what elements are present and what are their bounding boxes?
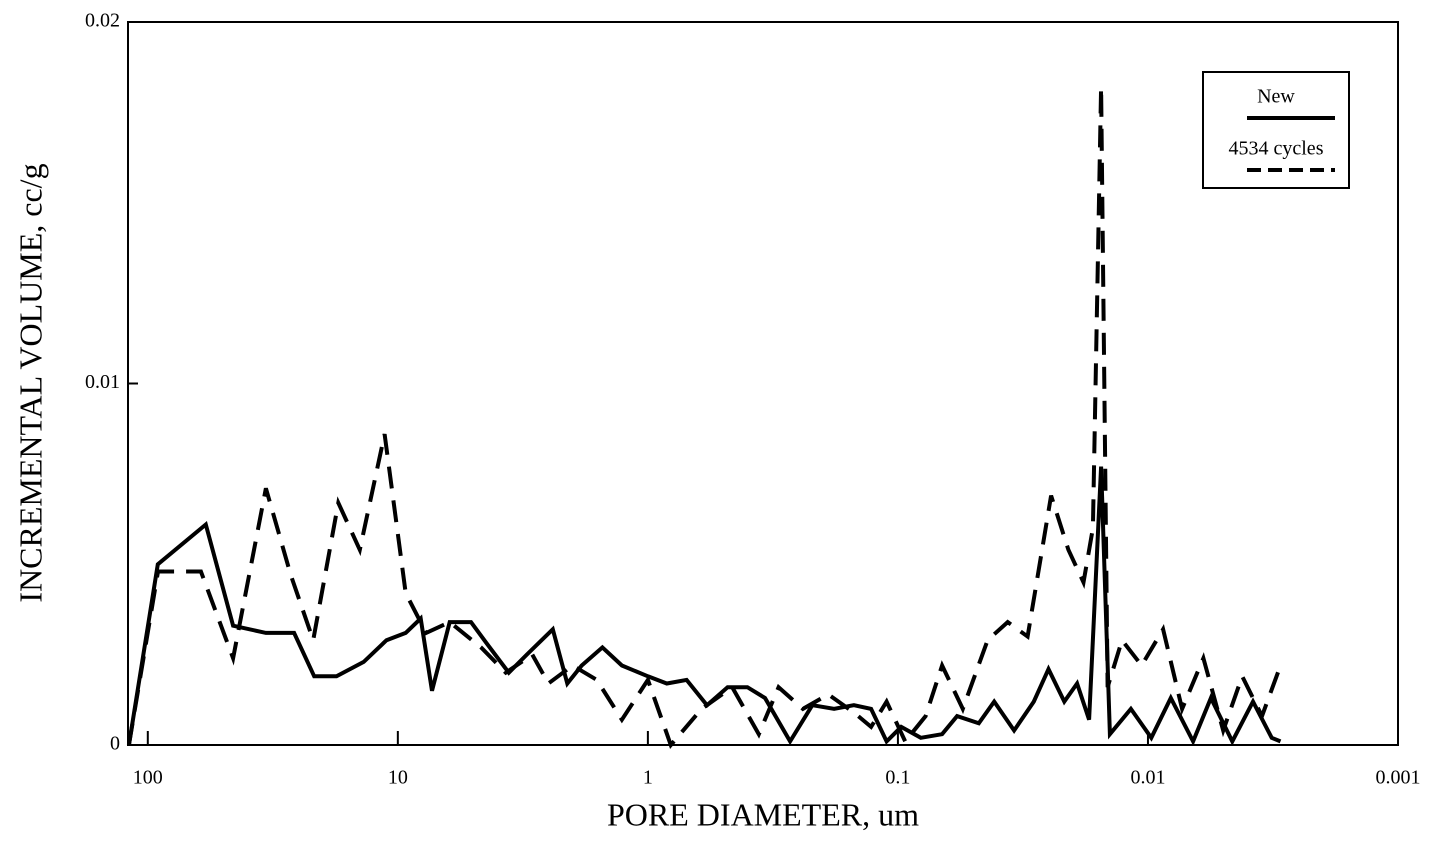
- x-tick-label: 10: [388, 767, 408, 789]
- x-axis-label: PORE DIAMETER, um: [607, 796, 919, 832]
- x-tick-label: 100: [133, 767, 163, 789]
- x-tick-label: 0.001: [1376, 767, 1421, 789]
- y-axis-label: INCREMENTAL VOLUME, cc/g: [12, 163, 48, 602]
- x-tick-label: 1: [643, 767, 653, 789]
- x-tick-label: 0.1: [885, 767, 910, 789]
- x-tick-label: 0.01: [1130, 767, 1165, 789]
- y-tick-label: 0.02: [85, 10, 120, 32]
- legend-label: 4534 cycles: [1229, 138, 1324, 160]
- y-tick-label: 0: [110, 733, 120, 755]
- y-tick-label: 0.01: [85, 371, 120, 393]
- legend-label: New: [1257, 86, 1295, 108]
- series-line: [126, 466, 1282, 747]
- series-line: [126, 87, 1283, 749]
